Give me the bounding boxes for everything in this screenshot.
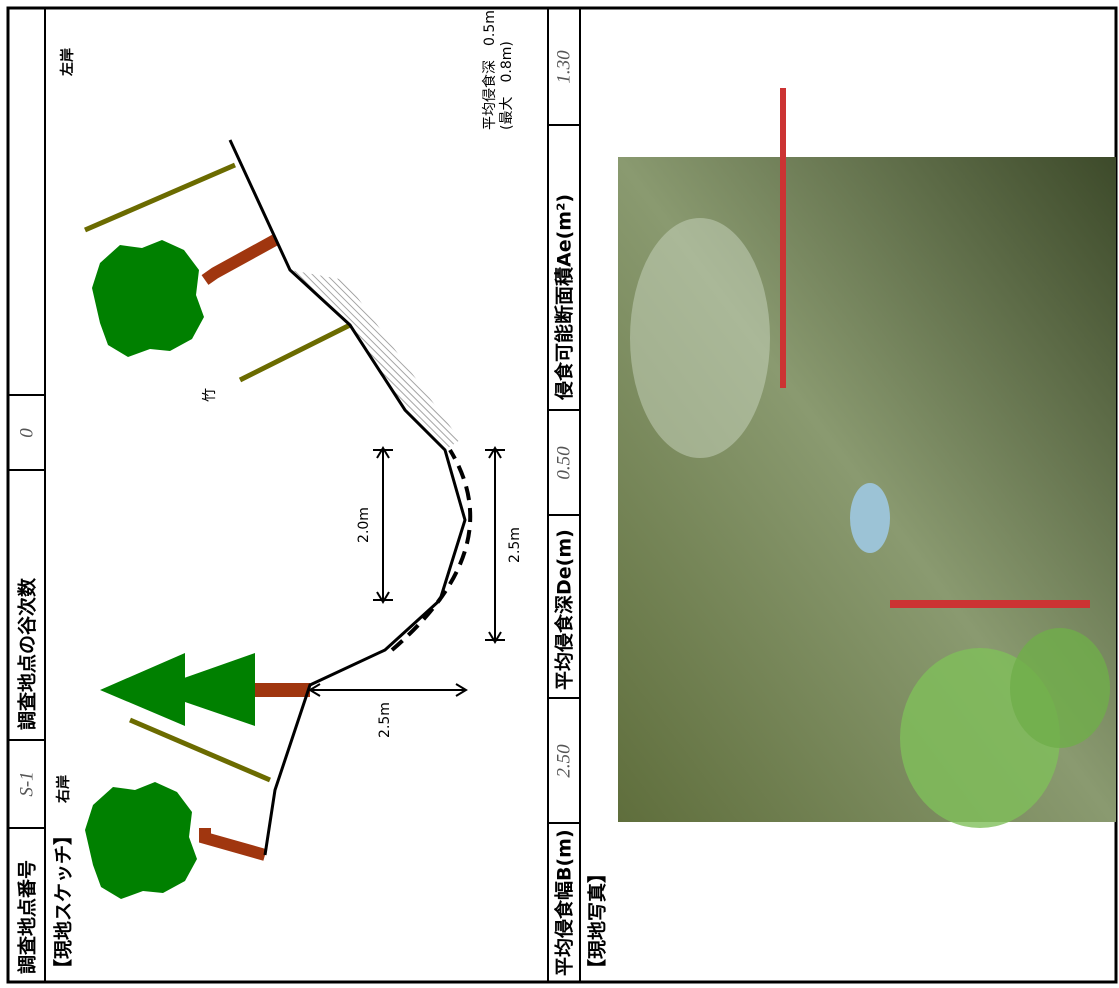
- body: 調査地点番号 S-1 調査地点の谷次数 0 【現地スケッチ】 右岸 左岸 平均侵…: [0, 0, 1119, 988]
- original-ground: [392, 450, 470, 650]
- page: {"header": {"site_no_label": "調査地点番号", "…: [0, 0, 1119, 988]
- dimension: [310, 448, 505, 696]
- site-no: S-1: [16, 771, 37, 796]
- width: 2.50: [553, 744, 574, 778]
- right-bank: 右岸: [55, 775, 72, 804]
- dim-label: 2.5m: [507, 527, 523, 563]
- note-depth: 平均侵食深 0.5m: [481, 10, 498, 130]
- sketch-label: 【現地スケッチ】: [52, 826, 75, 978]
- bamboo: [240, 325, 350, 380]
- order-label: 調査地点の谷次数: [16, 577, 39, 730]
- bamboo: [85, 165, 235, 230]
- tree-crown: [85, 782, 197, 899]
- photo-label: 【現地写真】: [586, 864, 609, 978]
- note-max: (最大 0.8m): [499, 41, 515, 130]
- depth: 0.50: [553, 446, 574, 480]
- width-label: 平均侵食幅B(m): [553, 829, 576, 976]
- trunk: [205, 240, 275, 280]
- document: 調査地点番号 S-1 調査地点の谷次数 0 【現地スケッチ】 右岸 左岸 平均侵…: [0, 0, 1119, 988]
- depth-label: 平均侵食深De(m): [553, 529, 576, 690]
- bamboo-label: 竹: [202, 388, 218, 402]
- tree-crown: [92, 240, 204, 357]
- erosion-hatch: [290, 270, 460, 450]
- trunk: [255, 683, 310, 697]
- dim-label: 2.0m: [356, 507, 372, 543]
- sheet: 調査地点番号 S-1 調査地点の谷次数 0 【現地スケッチ】 右岸 左岸 平均侵…: [0, 0, 1119, 988]
- area-label: 侵食可能断面積Ae(m²): [553, 194, 576, 401]
- order: 0: [16, 428, 37, 438]
- dim-label: 2.5m: [377, 702, 393, 738]
- site-no-label: 調査地点番号: [16, 860, 39, 974]
- photo: [618, 88, 1116, 828]
- area: 1.30: [553, 50, 574, 84]
- trunk: [205, 828, 265, 855]
- left-bank: 左岸: [59, 48, 76, 77]
- bamboo: [130, 720, 270, 780]
